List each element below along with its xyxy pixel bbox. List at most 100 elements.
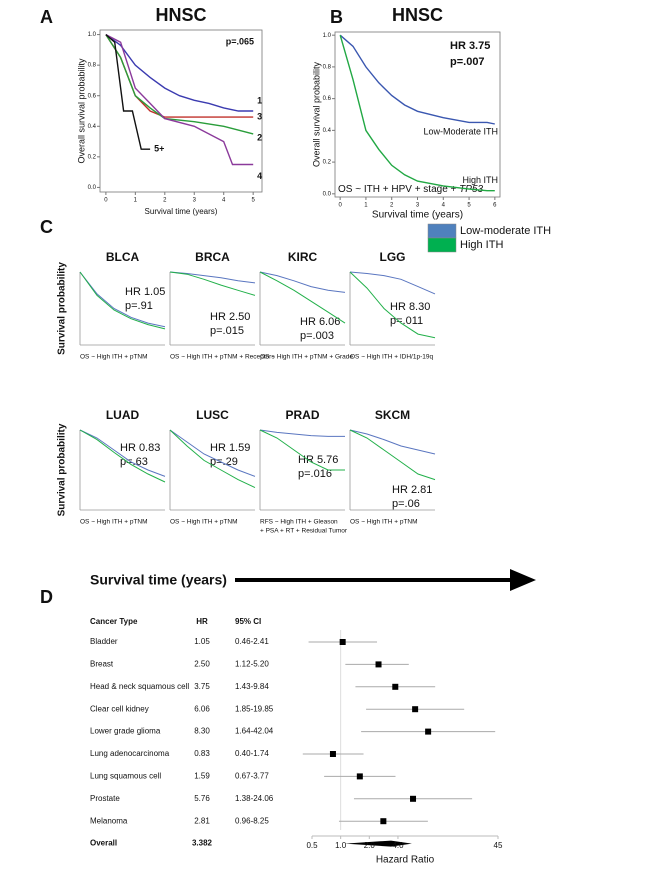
annotation: p=.065 [226, 36, 254, 46]
y-axis-label: Overall survival probability [76, 58, 86, 164]
x-axis-label: Survival time (years) [145, 207, 218, 216]
survival-curve [339, 34, 495, 125]
panel-label: A [40, 7, 53, 27]
hr-label: 3.75 [194, 682, 210, 691]
survival-curve [79, 429, 166, 483]
panel-label: D [40, 587, 53, 607]
hr-label: 1.05 [194, 637, 210, 646]
survival-curve [169, 429, 256, 477]
ci-label: 0.67-3.77 [235, 772, 269, 781]
survival-curve [349, 429, 436, 481]
hr-point [425, 728, 432, 735]
legend-swatch [427, 223, 457, 239]
survival-curve [105, 33, 254, 166]
annotation: HR 3.75 [450, 40, 490, 52]
panel-title: LUSC [196, 408, 229, 422]
survival-curve [259, 429, 345, 437]
hr-point [356, 773, 363, 780]
x-tick-label: 5 [251, 198, 255, 204]
survival-curve [339, 35, 495, 192]
x-tick-label: 1 [364, 203, 368, 209]
annotation: HR 0.83 [120, 442, 160, 454]
annotation: p=.29 [210, 456, 238, 468]
y-tick-label: 0.0 [88, 185, 97, 191]
curve-label: 2 [257, 132, 262, 142]
y-tick-label: 0.8 [88, 63, 97, 69]
survival-curve [349, 271, 436, 295]
x-tick-label: 0.5 [306, 841, 318, 850]
category-label: Bladder [90, 637, 118, 646]
hr-point [375, 661, 382, 668]
x-tick-label: 4 [222, 198, 226, 204]
hr-point [392, 683, 399, 690]
y-tick-label: 0.6 [323, 96, 332, 102]
x-tick-label: 4.0 [392, 841, 404, 850]
curve-label: 1 [257, 95, 262, 105]
y-tick-label: 0.0 [323, 191, 332, 197]
panel-title: HNSC [392, 5, 443, 25]
curve-label: 3 [257, 111, 262, 121]
hr-point [339, 639, 346, 645]
survival-curve [259, 271, 346, 293]
annotation: HR 8.30 [390, 301, 430, 313]
legend-swatch [427, 237, 457, 253]
model-formula-text: OS ~ ITH + HPV + stage + [338, 184, 459, 195]
category-label: Lung adenocarcinoma [90, 749, 170, 758]
panel-title: BLCA [106, 250, 140, 264]
survival-curve [349, 429, 436, 455]
hr-label: 0.83 [194, 749, 210, 758]
x-tick-label: 0 [338, 203, 342, 209]
panel-label: C [40, 217, 53, 237]
curve-label: 4 [257, 171, 262, 181]
annotation: HR 1.05 [125, 286, 165, 298]
ci-label: 1.38-24.06 [235, 794, 274, 803]
ci-label: 0.40-1.74 [235, 749, 269, 758]
category-label: Melanoma [90, 816, 128, 825]
y-axis-label: Survival probability [57, 262, 68, 355]
y-tick-label: 0.8 [323, 64, 332, 70]
ci-label: 0.96-8.25 [235, 816, 269, 825]
x-tick-label: 2.0 [364, 841, 376, 850]
y-tick-label: 0.2 [88, 154, 97, 160]
panel-title: LGG [380, 250, 406, 264]
survival-curve [105, 34, 151, 150]
x-tick-label: 2 [163, 198, 167, 204]
footnote: OS ~ High ITH + pTNM [170, 519, 238, 526]
footnote: OS ~ High ITH + pTNM + Receptors [170, 354, 275, 361]
category-label: Prostate [90, 794, 120, 803]
x-tick-label: 6 [493, 203, 497, 209]
annotation: HR 6.06 [300, 316, 340, 328]
plot-frame [99, 29, 263, 193]
x-tick-label: 1 [134, 198, 138, 204]
panel-title: SKCM [375, 408, 410, 422]
arrow-label: Survival time (years) [90, 572, 227, 588]
ci-label: 1.85-19.85 [235, 704, 274, 713]
annotation: HR 2.81 [392, 484, 432, 496]
annotation: p=.003 [300, 330, 334, 342]
x-axis-label: Survival time (years) [372, 210, 463, 221]
panel-title: PRAD [285, 408, 319, 422]
panel-title: BRCA [195, 250, 230, 264]
footnote: RFS ~ High ITH + Gleason [260, 519, 338, 526]
hr-label: 3.382 [192, 839, 213, 848]
footnote: OS ~ High ITH + pTNM [80, 519, 148, 526]
footnote: OS ~ High ITH + IDH/1p-19q [350, 354, 433, 361]
panel-title: KIRC [288, 250, 318, 264]
survival-curve [259, 271, 346, 324]
y-axis-label: Overall survival probability [311, 61, 321, 167]
footnote: OS ~ High ITH + pTNM [350, 519, 418, 526]
y-tick-label: 1.0 [323, 33, 332, 39]
panel-label: B [330, 7, 343, 27]
hr-point [410, 795, 417, 802]
y-tick-label: 0.2 [323, 160, 332, 166]
x-tick-label: 3 [416, 203, 420, 209]
hr-label: 5.76 [194, 794, 210, 803]
curve-label: High ITH [462, 175, 498, 185]
x-tick-label: 4 [442, 203, 446, 209]
legend-label: High ITH [460, 239, 503, 251]
x-tick-label: 3 [193, 198, 197, 204]
annotation: p=.91 [125, 300, 153, 312]
column-header: Cancer Type [90, 617, 138, 626]
ci-label: 1.12-5.20 [235, 660, 269, 669]
